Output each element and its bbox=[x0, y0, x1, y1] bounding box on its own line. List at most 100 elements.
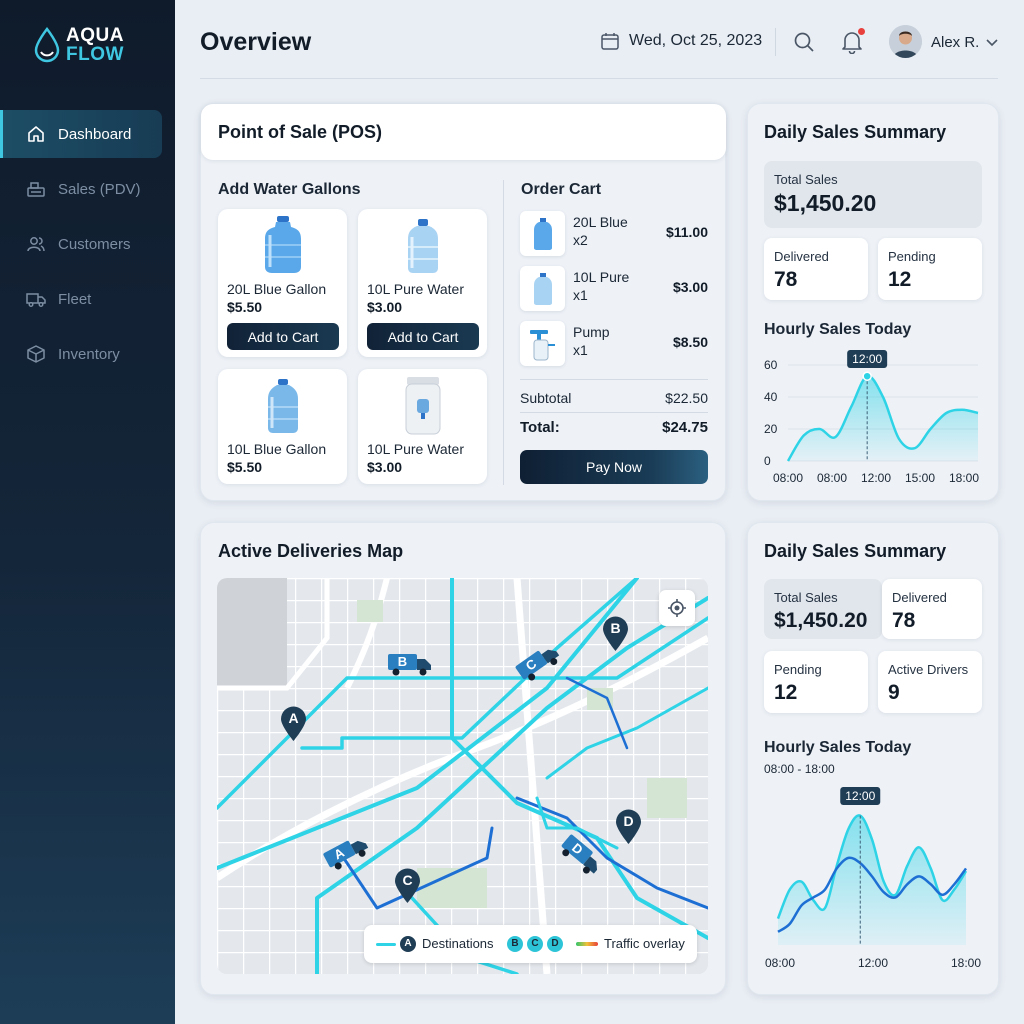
cart-item-name: 10L Pure bbox=[573, 269, 630, 285]
user-name[interactable]: Alex R. bbox=[931, 34, 980, 51]
cart-item[interactable]: 20L Blue x2 $11.00 bbox=[520, 211, 710, 257]
sidebar-nav: Dashboard Sales (PDV) Customers Fleet In… bbox=[0, 110, 175, 385]
sidebar-item-sales[interactable]: Sales (PDV) bbox=[0, 165, 175, 213]
map-legend: A Destinations B C D Traffic overlay bbox=[364, 925, 697, 963]
sidebar-item-fleet[interactable]: Fleet bbox=[0, 275, 175, 323]
locate-me-button[interactable] bbox=[659, 590, 695, 626]
destination-marker-c[interactable]: C bbox=[394, 868, 421, 909]
stat-value: $1,450.20 bbox=[774, 609, 868, 632]
marker-label: C bbox=[402, 872, 413, 888]
header: Overview Wed, Oct 25, 2023 Alex R. bbox=[175, 0, 1024, 80]
pos-card: Point of Sale (POS) Add Water Gallons 20… bbox=[200, 103, 726, 501]
total-sales-stat: Total Sales $1,450.20 bbox=[764, 161, 982, 228]
truck-icon bbox=[515, 649, 560, 681]
cart-item-qty: x2 bbox=[573, 232, 588, 248]
calendar-icon bbox=[601, 33, 619, 50]
delivery-truck-d[interactable]: D bbox=[553, 832, 607, 884]
sidebar-item-customers[interactable]: Customers bbox=[0, 220, 175, 268]
product-card[interactable]: 10L Pure Water $3.00 bbox=[358, 369, 487, 484]
water-gallon-icon bbox=[533, 217, 552, 250]
water-bottle-icon bbox=[533, 272, 552, 305]
cart-item-qty: x1 bbox=[573, 287, 588, 303]
cart-item-name: 20L Blue bbox=[573, 214, 628, 230]
delivery-truck-a[interactable]: A bbox=[321, 831, 375, 878]
truck-icon bbox=[26, 293, 46, 307]
logo-line1: AQUA bbox=[66, 25, 124, 46]
cart-item-qty: x1 bbox=[573, 342, 588, 358]
pay-now-button[interactable]: Pay Now bbox=[520, 450, 708, 484]
logo[interactable]: AQUA FLOW bbox=[34, 26, 124, 64]
map-pin-icon bbox=[395, 868, 420, 903]
y-tick-label: 20 bbox=[764, 422, 778, 436]
total-value: $24.75 bbox=[662, 419, 708, 436]
stat-label: Total Sales bbox=[774, 172, 838, 187]
sidebar-item-dashboard[interactable]: Dashboard bbox=[0, 110, 162, 158]
sidebar-item-label: Fleet bbox=[58, 290, 92, 308]
map-title: Active Deliveries Map bbox=[218, 541, 404, 561]
avatar-image bbox=[889, 25, 922, 58]
cart-item[interactable]: Pump x1 $8.50 bbox=[520, 321, 710, 367]
delivery-truck-b[interactable]: B bbox=[387, 652, 433, 681]
add-to-cart-button[interactable]: Add to Cart bbox=[227, 323, 339, 350]
date-display[interactable]: Wed, Oct 25, 2023 bbox=[600, 31, 762, 51]
notification-dot bbox=[858, 28, 865, 35]
crosshair-icon bbox=[668, 599, 686, 617]
header-divider bbox=[775, 28, 776, 56]
x-tick-label: 12:00 bbox=[858, 956, 888, 970]
legend-marker-b: B bbox=[507, 936, 523, 952]
sidebar-item-inventory[interactable]: Inventory bbox=[0, 330, 175, 378]
tooltip-box bbox=[840, 787, 881, 805]
delivery-map[interactable]: A B C D A B C D A Destinations B C D bbox=[217, 578, 708, 974]
product-card[interactable]: 10L Pure Water $3.00 Add to Cart bbox=[358, 209, 487, 357]
pos-title: Point of Sale (POS) bbox=[218, 122, 383, 142]
sidebar-item-label: Dashboard bbox=[58, 125, 132, 143]
stat-label: Total Sales bbox=[774, 590, 838, 605]
product-price: $3.00 bbox=[367, 299, 403, 315]
delivered-stat: Delivered 78 bbox=[882, 579, 982, 639]
delivered-stat: Delivered 78 bbox=[764, 238, 868, 300]
sidebar-item-label: Sales (PDV) bbox=[58, 180, 141, 198]
stat-value: 12 bbox=[888, 268, 912, 291]
stat-value: $1,450.20 bbox=[774, 190, 877, 216]
pending-stat: Pending 12 bbox=[764, 651, 868, 713]
legend-marker-a: A bbox=[400, 936, 416, 952]
area-fill bbox=[778, 815, 966, 945]
water-bottle-icon bbox=[407, 219, 438, 273]
product-name: 10L Blue Gallon bbox=[227, 441, 327, 457]
route-legend-swatch bbox=[376, 943, 396, 946]
marker-label: B bbox=[610, 620, 621, 636]
product-card[interactable]: 10L Blue Gallon $5.50 bbox=[218, 369, 347, 484]
tooltip-label: 12:00 bbox=[845, 789, 875, 803]
x-tick-label: 18:00 bbox=[949, 471, 979, 485]
y-tick-label: 40 bbox=[764, 390, 778, 404]
tooltip-box bbox=[847, 350, 888, 368]
chevron-down-icon[interactable] bbox=[985, 35, 999, 49]
home-icon bbox=[28, 126, 44, 142]
delivery-truck-c[interactable]: C bbox=[513, 639, 567, 689]
notifications-button[interactable] bbox=[841, 28, 865, 59]
destination-marker-d[interactable]: D bbox=[615, 809, 642, 850]
marker-label: A bbox=[288, 710, 299, 726]
product-name: 10L Pure Water bbox=[367, 441, 465, 457]
users-icon bbox=[27, 237, 45, 252]
summary-title: Daily Sales Summary bbox=[764, 541, 947, 561]
sidebar: AQUA FLOW Dashboard Sales (PDV) Customer… bbox=[0, 0, 175, 1024]
cart-item[interactable]: 10L Pure x1 $3.00 bbox=[520, 266, 710, 312]
avatar[interactable] bbox=[889, 25, 922, 58]
water-gallon-icon bbox=[267, 379, 298, 433]
search-button[interactable] bbox=[793, 31, 815, 58]
stat-value: 12 bbox=[774, 681, 798, 704]
stat-label: Delivered bbox=[774, 249, 829, 264]
series-line bbox=[786, 374, 979, 462]
cart-item-name: Pump bbox=[573, 324, 610, 340]
destination-marker-b[interactable]: B bbox=[602, 616, 629, 657]
subtotal-label: Subtotal bbox=[520, 390, 572, 406]
gallons-title: Add Water Gallons bbox=[218, 181, 361, 198]
water-gallon-icon bbox=[264, 216, 301, 273]
x-tick-label: 08:00 bbox=[765, 956, 795, 970]
add-to-cart-button[interactable]: Add to Cart bbox=[367, 323, 479, 350]
product-card[interactable]: 20L Blue Gallon $5.50 Add to Cart bbox=[218, 209, 347, 357]
destination-marker-a[interactable]: A bbox=[280, 706, 307, 747]
total-label: Total: bbox=[520, 419, 560, 436]
stat-value: 78 bbox=[774, 268, 798, 291]
